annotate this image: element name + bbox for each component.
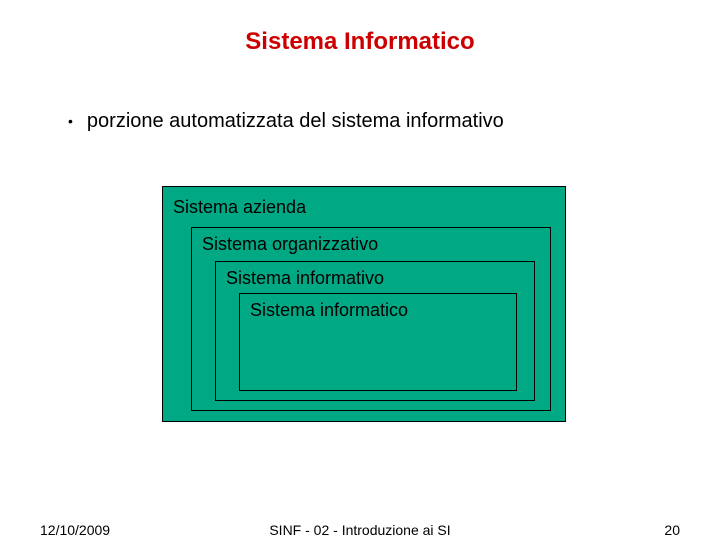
- diagram-box-label: Sistema organizzativo: [202, 234, 378, 255]
- bullet-text: porzione automatizzata del sistema infor…: [87, 110, 504, 133]
- diagram-box-label: Sistema informatico: [250, 300, 408, 321]
- bullet-item: • porzione automatizzata del sistema inf…: [50, 110, 670, 133]
- nested-systems-diagram: Sistema azienda Sistema organizzativo Sist…: [162, 186, 566, 422]
- bullet-dot-icon: •: [68, 110, 73, 132]
- footer-title: SINF - 02 - Introduzione ai SI: [0, 522, 720, 538]
- footer-page-number: 20: [664, 522, 680, 538]
- slide: Sistema Informatico • porzione automatiz…: [0, 0, 720, 540]
- slide-title: Sistema Informatico: [50, 28, 670, 56]
- diagram-box-label: Sistema azienda: [173, 197, 306, 218]
- diagram-box-label: Sistema informativo: [226, 268, 384, 289]
- diagram-box: Sistema informatico: [239, 293, 517, 391]
